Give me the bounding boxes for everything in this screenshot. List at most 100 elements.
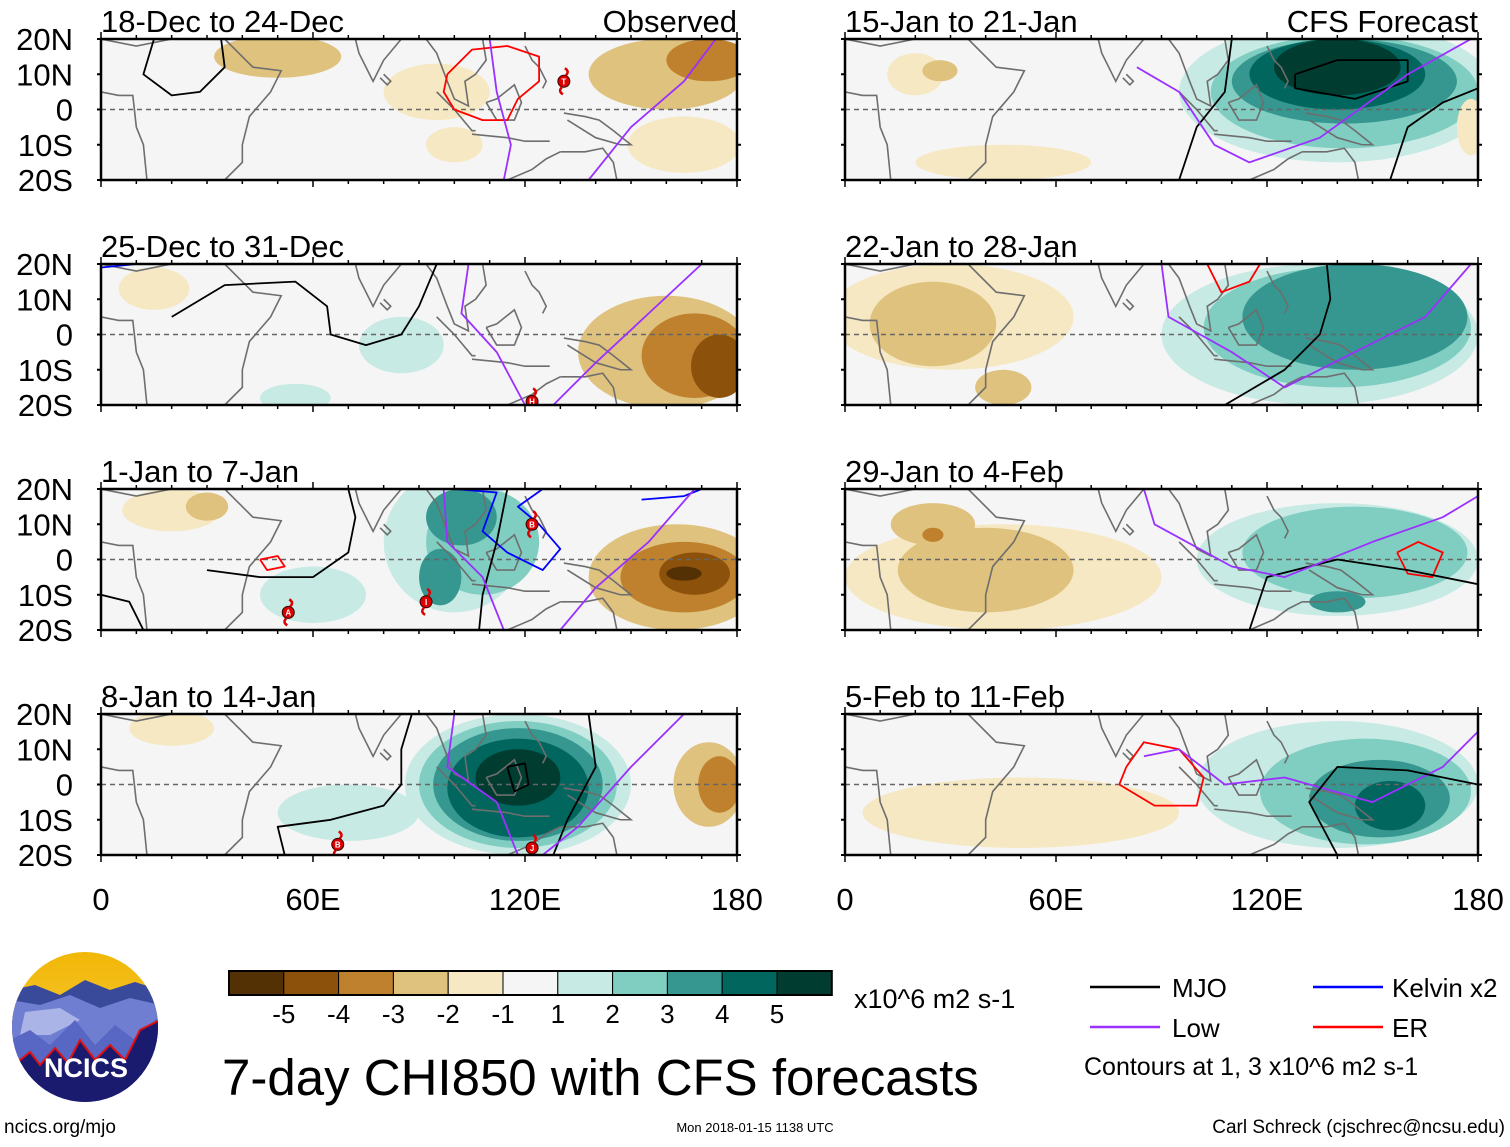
x-tick-label: 180 [711, 882, 763, 917]
contour-low [587, 39, 717, 180]
legend-label-er: ER [1392, 1013, 1428, 1043]
colorbar-swatch [612, 970, 668, 996]
contour-low [488, 39, 512, 180]
coastline [302, 264, 402, 309]
contour-low [1160, 264, 1472, 389]
coastline [845, 264, 1026, 405]
storm-letter: B [529, 520, 535, 529]
coastline [845, 766, 892, 855]
anomaly-region [426, 127, 483, 163]
coastline [425, 489, 487, 558]
y-tick-label: 10N [16, 507, 73, 542]
coastline [1305, 562, 1375, 596]
contour-mjo [101, 593, 145, 630]
contour-kelvin [454, 489, 562, 571]
coastline [302, 489, 402, 534]
contour-low [552, 264, 703, 405]
coastline [845, 91, 892, 180]
anomaly-region [260, 566, 366, 623]
tropical-cyclone-icon: B [525, 510, 539, 539]
colorbar-tick-label: -2 [437, 999, 460, 1029]
colorbar-tick-label: -5 [272, 999, 295, 1029]
anomaly-region [666, 566, 702, 581]
anomaly-region [1242, 506, 1468, 599]
contour-low [460, 264, 526, 405]
colorbar-swatch [721, 970, 778, 996]
anomaly-region [666, 39, 737, 82]
coastline [845, 316, 892, 405]
contour-er [259, 555, 286, 571]
coastline [563, 787, 634, 821]
coastline [101, 541, 148, 630]
coastline [524, 495, 548, 539]
colorbar-tick-label: 2 [605, 999, 619, 1029]
contour-mjo [552, 714, 597, 855]
coastline [436, 541, 476, 582]
x-tick-label: 180 [1452, 882, 1504, 917]
coastline [1227, 533, 1265, 571]
coastline [101, 316, 148, 405]
contour-note: Contours at 1, 3 x10^6 m2 s-1 [1084, 1053, 1418, 1081]
coastline [845, 541, 892, 630]
anomaly-region [922, 60, 958, 82]
contour-kelvin [101, 264, 154, 269]
y-tick-label: 20N [16, 22, 73, 57]
coastline [563, 337, 634, 371]
storm-letter: T [561, 77, 566, 86]
coastline [1305, 337, 1375, 371]
coastline [425, 39, 487, 108]
contour-kelvin [641, 489, 703, 501]
coastline [379, 298, 392, 311]
coastline [485, 758, 523, 796]
y-tick-label: 0 [56, 768, 73, 803]
colorbar-tick-label: 3 [660, 999, 674, 1029]
map-panel: 15-Jan to 21-Jan CFS Forecast [841, 4, 1482, 187]
contour-low [1143, 730, 1478, 803]
y-tick-label: 20S [18, 613, 73, 648]
y-tick-label: 0 [56, 318, 73, 353]
colorbar-swatch [447, 970, 504, 996]
colorbar-tick-label: 5 [770, 999, 784, 1029]
storm-letter: A [285, 608, 291, 617]
coastline [101, 39, 283, 180]
anomaly-region [1274, 39, 1401, 96]
y-tick-label: 20N [16, 472, 73, 507]
coastline [1214, 358, 1292, 368]
coastline [1266, 720, 1289, 764]
y-tick-label: 10S [18, 128, 73, 163]
contour-mjo [506, 762, 530, 793]
contour-mjo [206, 489, 357, 578]
coastline [1045, 489, 1145, 534]
storm-letter: B [335, 840, 341, 849]
coastline [1249, 826, 1303, 855]
anomaly-region [358, 316, 444, 374]
coastline [563, 562, 634, 596]
colorbar-swatch [557, 970, 614, 996]
contour-mjo [1389, 87, 1478, 180]
contour-low [1143, 489, 1478, 578]
footer-url[interactable]: ncics.org/mjo [4, 1117, 116, 1138]
coastline [379, 523, 392, 536]
panel-title: 18-Dec to 24-Dec [101, 4, 344, 39]
panel-tag: CFS Forecast [1287, 4, 1479, 39]
coastline [1045, 264, 1145, 309]
coastline [1167, 714, 1230, 783]
coastline [1122, 523, 1135, 536]
anomaly-region [277, 784, 419, 841]
anomaly-region [118, 267, 190, 310]
colorbar: -5 -4 -3 -2 -1 1 2 3 4 5 [228, 970, 833, 1029]
y-tick-label: 20N [16, 697, 73, 732]
colorbar-swatch [666, 970, 723, 996]
colorbar-tick-label: -3 [382, 999, 405, 1029]
colorbar-swatch [502, 970, 559, 996]
footer-author: Carl Schreck (cjschrec@ncsu.edu) [1212, 1117, 1505, 1138]
anomaly-region [922, 527, 944, 542]
legend-label-mjo: MJO [1172, 973, 1227, 1003]
y-tick-label: 10N [16, 57, 73, 92]
y-tick-label: 20S [18, 163, 73, 198]
x-tick-label: 0 [92, 882, 109, 917]
legend-label-kelvin: Kelvin x2 [1392, 973, 1498, 1003]
